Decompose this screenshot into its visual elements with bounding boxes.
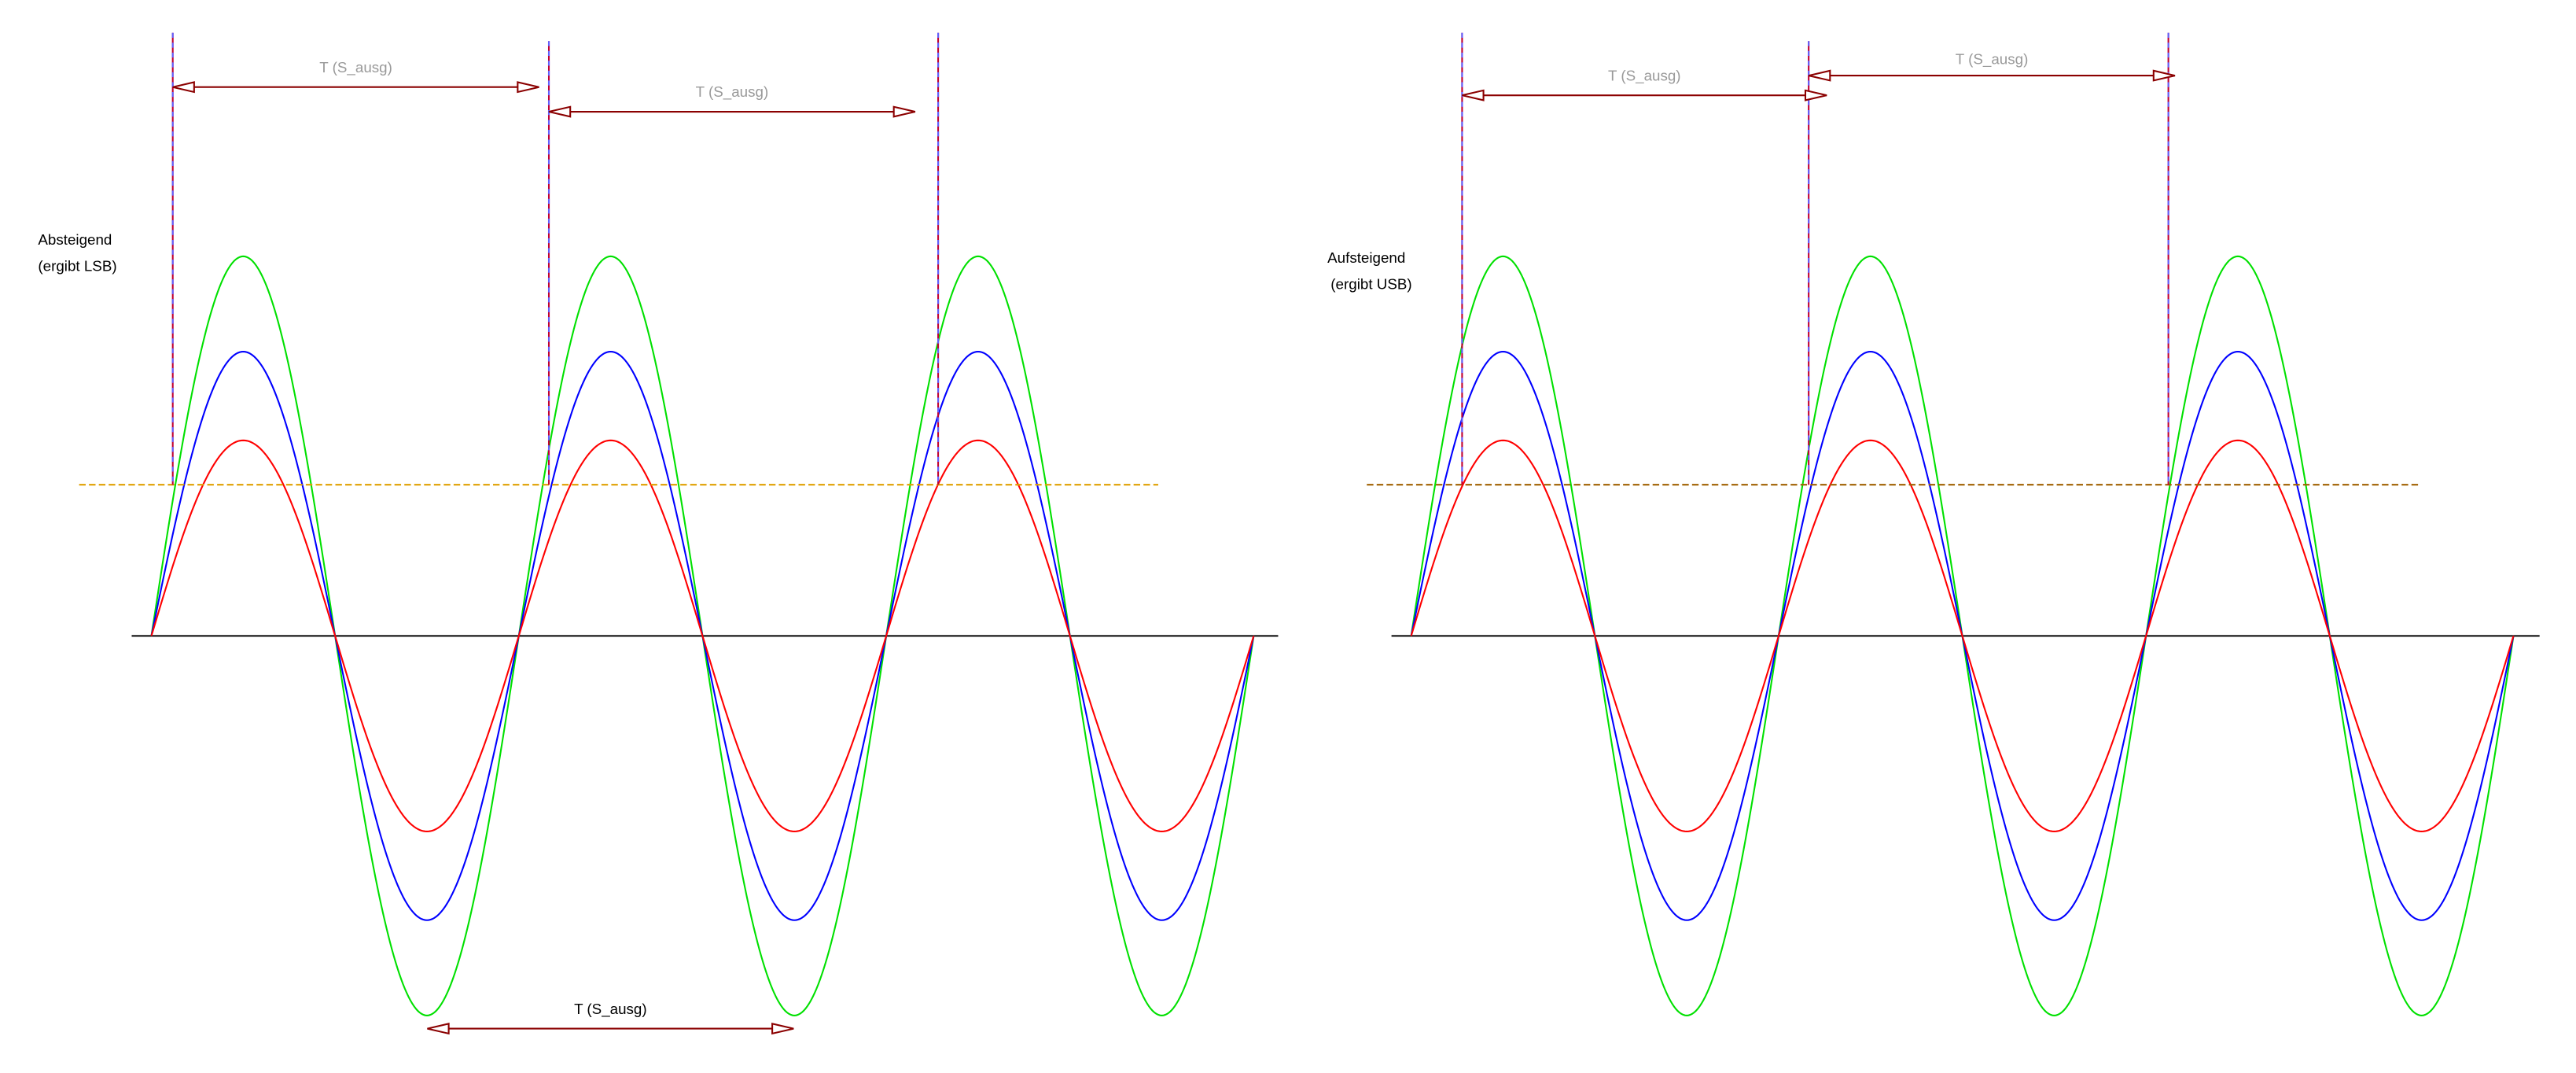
arrow-head: [517, 81, 539, 94]
arrow-head: [771, 1023, 794, 1035]
panel-title: Aufsteigend: [1327, 249, 1405, 266]
panel-subtitle: (ergibt USB): [1330, 276, 1411, 293]
arrow-head: [2152, 69, 2176, 82]
arrow-head: [1462, 89, 1485, 101]
arrow-head: [172, 81, 195, 94]
period-label: T (S_ausg): [319, 59, 392, 76]
period-label: T (S_ausg): [696, 83, 769, 101]
sine-curve: [1410, 439, 2515, 832]
arrow-head: [892, 105, 916, 118]
panel-title: Absteigend: [38, 231, 112, 248]
period-label: T (S_ausg): [1608, 67, 1681, 84]
panel-subtitle: (ergibt LSB): [38, 258, 116, 275]
arrow-head: [427, 1023, 450, 1035]
period-label: T (S_ausg): [574, 1001, 647, 1018]
arrow-head: [548, 105, 572, 118]
sine-curve: [150, 439, 1255, 832]
arrow-head: [1804, 89, 1827, 101]
arrow-head: [1808, 69, 1831, 82]
period-label: T (S_ausg): [1956, 50, 2029, 68]
